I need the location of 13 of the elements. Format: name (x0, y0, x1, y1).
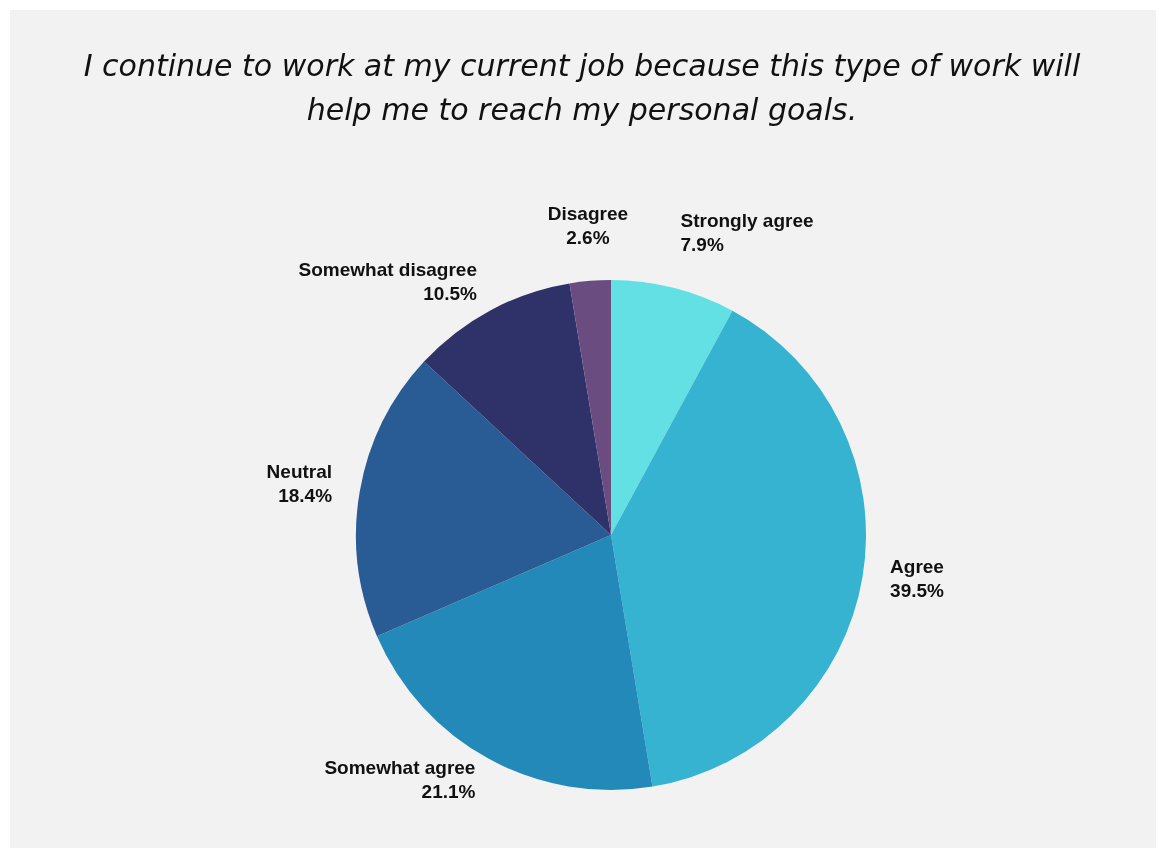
data-label: 10.5% (423, 283, 478, 305)
data-label: 39.5% (890, 579, 945, 601)
slice-label: Agree (890, 555, 944, 577)
data-label: 7.9% (680, 234, 724, 256)
chart-title: I continue to work at my current job because this type of work will help me to reach my personal goals. (82, 47, 1082, 129)
slice-label: Neutral (266, 460, 333, 482)
slice-label: Somewhat disagree (298, 259, 478, 281)
data-label: 21.1% (421, 781, 476, 803)
slice-label: Somewhat agree (324, 757, 476, 779)
slice-label: Strongly agree (680, 210, 814, 232)
data-label: 18.4% (278, 484, 333, 506)
slice-label: Disagree (547, 202, 629, 224)
data-label: 2.6% (566, 226, 610, 248)
